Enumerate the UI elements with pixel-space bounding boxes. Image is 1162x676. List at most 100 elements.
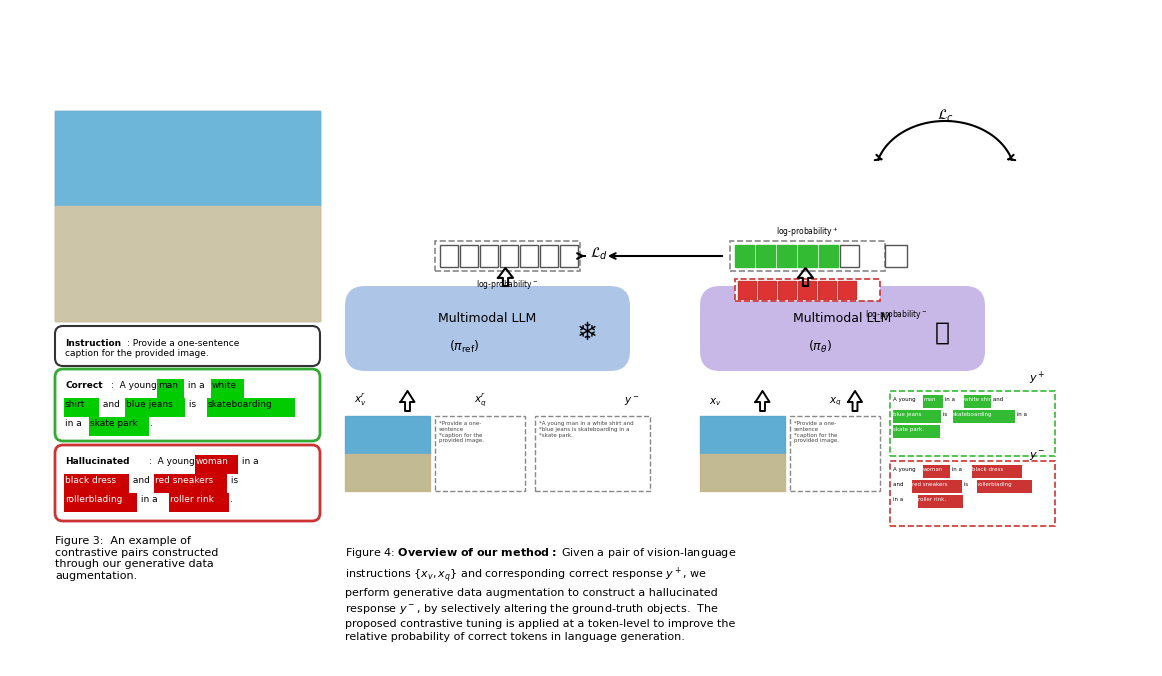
FancyBboxPatch shape [890,461,1055,526]
Text: $y^-$: $y^-$ [1028,450,1045,463]
Text: and: and [991,397,1003,402]
Bar [195,454,238,473]
Bar [838,281,856,299]
Text: :  A young: : A young [112,381,159,390]
Text: log-probability$^-$: log-probability$^-$ [865,308,927,321]
Text: in a: in a [138,495,164,504]
Text: in a: in a [185,381,208,390]
Text: in a: in a [65,419,85,428]
FancyBboxPatch shape [55,445,320,521]
Text: roller rink.: roller rink. [918,497,946,502]
FancyBboxPatch shape [345,286,630,371]
Bar [777,245,796,267]
Bar [894,425,940,438]
Text: white shirt: white shirt [964,397,994,402]
Bar [157,379,184,397]
Text: blue jeans: blue jeans [125,400,173,409]
Bar [64,473,129,493]
Text: A young: A young [894,467,917,472]
Text: $(\pi_{\rm ref})$: $(\pi_{\rm ref})$ [450,339,480,356]
Text: .: . [150,419,153,428]
Bar [758,281,776,299]
Text: skateboarding: skateboarding [953,412,992,417]
Text: log-probability$^+$: log-probability$^+$ [776,225,839,239]
Text: red sneakers: red sneakers [155,476,213,485]
FancyBboxPatch shape [730,241,885,271]
Text: $y^-$: $y^-$ [624,395,640,408]
Text: skateboarding: skateboarding [208,400,273,409]
Text: .: . [230,495,232,504]
Bar [798,281,816,299]
Text: in a: in a [951,467,963,472]
FancyBboxPatch shape [435,241,580,271]
Bar [912,480,962,493]
Bar [540,245,558,267]
Text: skate park.: skate park. [894,427,924,432]
Bar [918,495,963,508]
Text: is: is [186,400,199,409]
Text: $x_v$: $x_v$ [709,396,722,408]
Text: A young: A young [894,397,917,402]
Text: blue jeans: blue jeans [894,412,921,417]
Bar [521,245,538,267]
Text: woman: woman [196,457,229,466]
Text: $(\pi_{\theta})$: $(\pi_{\theta})$ [808,339,832,356]
Text: roller rink: roller rink [170,495,214,504]
FancyBboxPatch shape [55,369,320,441]
Bar [440,245,458,267]
Bar [207,397,295,416]
Text: $y^+$: $y^+$ [1028,370,1045,387]
Text: Figure 4: $\bf{Overview\ of\ our\ method:}$ Given a pair of vision-language
inst: Figure 4: $\bf{Overview\ of\ our\ method… [345,546,737,642]
Text: Hallucinated: Hallucinated [65,457,129,466]
Bar [64,493,137,512]
Text: red sneakers: red sneakers [912,482,947,487]
Text: skate park: skate park [89,419,137,428]
Bar [885,245,908,267]
Text: Figure 3:  An example of
contrastive pairs constructed
through our generative da: Figure 3: An example of contrastive pair… [55,536,218,581]
Bar [977,480,1032,493]
Bar [953,410,1014,423]
Bar [971,465,1023,478]
Text: log-probability$^-$: log-probability$^-$ [476,278,539,291]
FancyBboxPatch shape [790,416,880,491]
Text: white: white [211,381,237,390]
Text: is: is [941,412,949,417]
Text: *Provide a one-
sentence
*caption for the
provided image.: *Provide a one- sentence *caption for th… [794,421,839,443]
Bar [55,111,320,321]
Text: $\mathcal{L}_c$: $\mathcal{L}_c$ [937,107,954,124]
Bar [738,281,756,299]
Bar [894,410,941,423]
FancyBboxPatch shape [700,286,985,371]
Bar [125,397,185,416]
Bar [736,245,754,267]
Bar [756,245,775,267]
Text: in a: in a [894,497,905,502]
FancyBboxPatch shape [435,416,525,491]
Text: and: and [100,400,123,409]
Bar [560,245,578,267]
Text: $x^r_q$: $x^r_q$ [474,391,487,408]
Text: in a: in a [239,457,259,466]
Bar [779,281,796,299]
Bar [798,245,817,267]
Bar [460,245,478,267]
Bar [964,395,991,408]
FancyBboxPatch shape [890,391,1055,456]
Text: and: and [894,482,905,487]
Text: *Provide a one-
sentence
*caption for the
provided image.: *Provide a one- sentence *caption for th… [439,421,485,443]
Text: in a: in a [944,397,956,402]
Text: $x_q$: $x_q$ [829,395,841,408]
Text: black dress: black dress [971,467,1003,472]
Bar [818,281,835,299]
Bar [923,465,951,478]
Bar [923,395,944,408]
Text: man: man [923,397,935,402]
Text: Multimodal LLM: Multimodal LLM [438,312,537,324]
FancyBboxPatch shape [736,279,880,301]
Text: ❄: ❄ [576,320,597,345]
Bar [500,245,518,267]
Text: 🔥: 🔥 [934,320,949,345]
Text: $\mathcal{L}_d$: $\mathcal{L}_d$ [590,246,608,262]
Text: : Provide a one-sentence: : Provide a one-sentence [127,339,239,348]
FancyBboxPatch shape [55,326,320,366]
